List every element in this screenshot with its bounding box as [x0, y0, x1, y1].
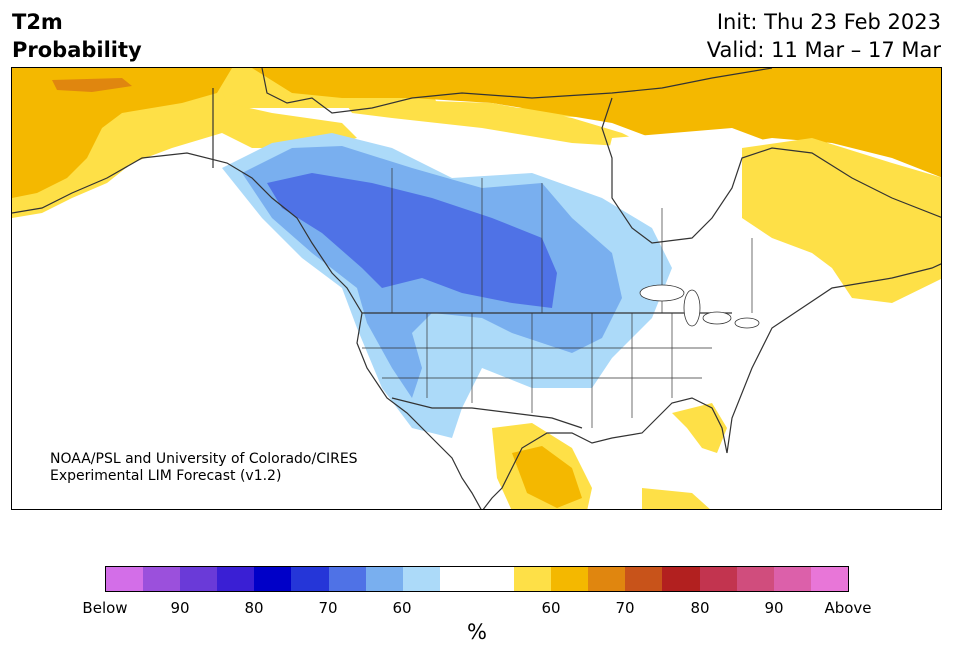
colorbar-segment: [180, 567, 218, 591]
init-date: Init: Thu 23 Feb 2023: [716, 10, 941, 34]
colorbar-segment: [514, 567, 552, 591]
colorbar-segment: [365, 567, 403, 591]
colorbar-segment: [106, 567, 144, 591]
colorbar-tick-label: 60: [392, 599, 412, 617]
colorbar-segment: [143, 567, 181, 591]
map-svg: [12, 68, 941, 509]
colorbar-tick-label: 70: [615, 599, 635, 617]
chart-title: T2m Probability: [12, 8, 142, 64]
colorbar-segment: [588, 567, 626, 591]
region-above-60-quebec: [742, 138, 941, 303]
colorbar-segment: [699, 567, 737, 591]
title-type: Probability: [12, 38, 142, 62]
credit-line-2: Experimental LIM Forecast (v1.2): [50, 468, 282, 484]
region-neutral-hudson: [602, 128, 772, 218]
region-above-60-florida: [672, 403, 727, 453]
colorbar-tick-label: 90: [764, 599, 784, 617]
state-borders: [362, 168, 753, 428]
valid-range: Valid: 11 Mar – 17 Mar: [706, 38, 941, 62]
colorbar-segment: [736, 567, 774, 591]
date-info: Init: Thu 23 Feb 2023 Valid: 11 Mar – 17…: [707, 8, 941, 64]
colorbar-segment: [217, 567, 255, 591]
region-above-70-arctic: [252, 68, 941, 178]
forecast-map: NOAA/PSL and University of Colorado/CIRE…: [11, 67, 942, 510]
great-lakes: [639, 284, 760, 329]
region-above-70-mexico: [512, 446, 582, 508]
colorbar: [105, 566, 849, 592]
title-variable: T2m: [12, 10, 63, 34]
colorbar-segment: [291, 567, 329, 591]
region-above-70-labrador: [792, 128, 941, 163]
colorbar-tick-label: 80: [244, 599, 264, 617]
region-above-60-caribbean: [642, 488, 710, 509]
colorbar-segment: [773, 567, 811, 591]
colorbar-tick-label: Above: [824, 599, 872, 617]
colorbar-tick-label: 70: [318, 599, 338, 617]
colorbar-tick-label: 80: [690, 599, 710, 617]
colorbar-unit: %: [467, 620, 487, 644]
region-above-70-alaska: [12, 68, 232, 198]
colorbar-tick-label: 90: [170, 599, 190, 617]
region-below-80-west: [267, 173, 557, 308]
credit-text: NOAA/PSL and University of Colorado/CIRE…: [50, 451, 358, 485]
colorbar-segment: [328, 567, 366, 591]
colorbar-segment: [439, 567, 477, 591]
colorbar-segment: [254, 567, 292, 591]
credit-line-1: NOAA/PSL and University of Colorado/CIRE…: [50, 451, 358, 467]
coastlines: [12, 68, 941, 509]
region-above-60-arctic: [342, 98, 652, 148]
colorbar-tick-label: Below: [82, 599, 128, 617]
colorbar-segment: [810, 567, 848, 591]
colorbar-tick-label: 60: [541, 599, 561, 617]
colorbar-segment: [662, 567, 700, 591]
region-above-80-alaska: [52, 78, 132, 92]
colorbar-segment: [402, 567, 440, 591]
colorbar-segment: [476, 567, 515, 591]
colorbar-segment: [551, 567, 589, 591]
colorbar-segment: [625, 567, 663, 591]
